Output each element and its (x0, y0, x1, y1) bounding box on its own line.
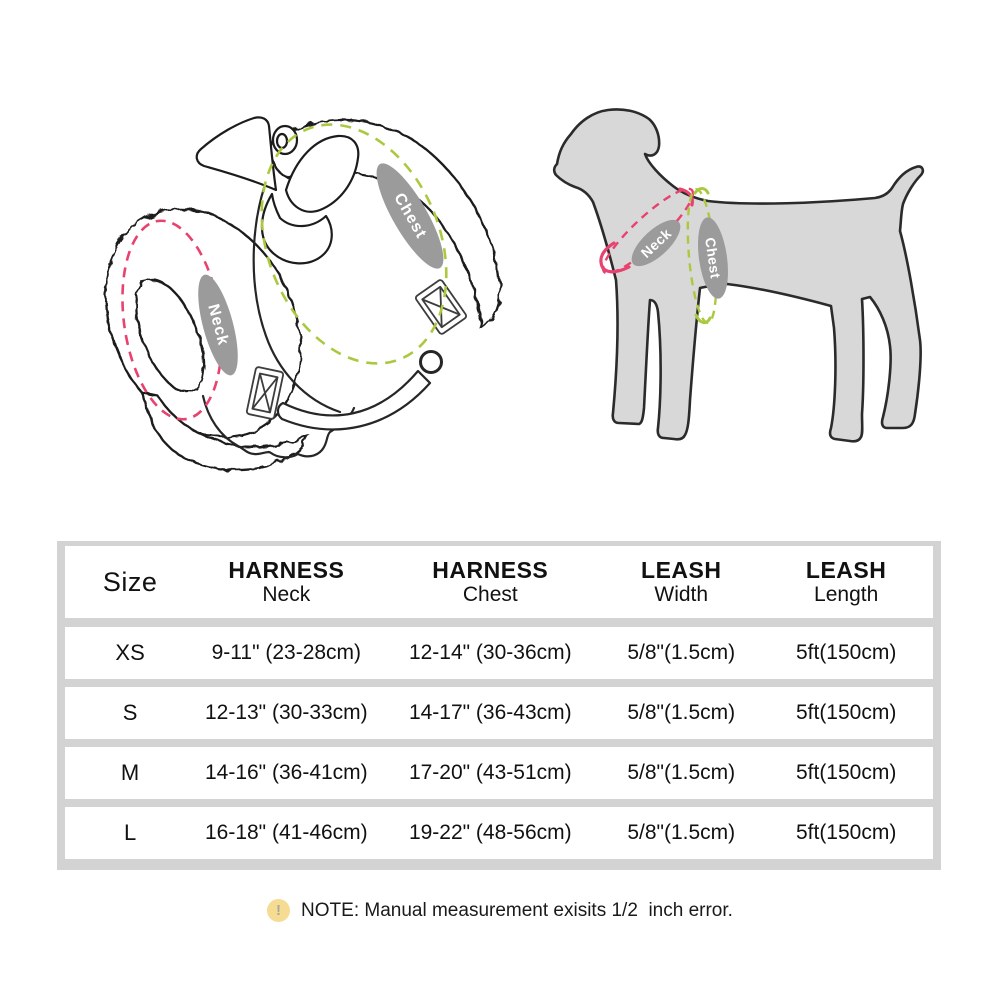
header-cell-size: Size (65, 567, 195, 597)
size-table: Size HARNESS Neck HARNESS Chest LEASH Wi… (57, 541, 941, 870)
dog-neck-measure-solid-arc-top (678, 187, 694, 207)
table-row-s: S 12-13" (30-33cm) 14-17" (36-43cm) 5/8"… (65, 687, 933, 739)
harness-chest-measure-ellipse (260, 123, 448, 365)
cell-size: S (122, 700, 138, 725)
dog-neck-measure-solid-arc-bottom (599, 241, 631, 274)
harness-chest-label-ellipse (376, 163, 444, 269)
cell-harness-neck: 12-13" (30-33cm) (204, 701, 368, 724)
header-cell-harness-neck: HARNESS Neck (228, 557, 345, 606)
cell-harness-chest: 14-17" (36-43cm) (408, 701, 572, 724)
cell-size: L (123, 820, 137, 845)
harness-chest-band (269, 118, 502, 331)
cell-harness-chest: 17-20" (43-51cm) (408, 761, 572, 784)
cell-leash-length: 5ft(150cm) (795, 701, 897, 724)
note: ! NOTE: Manual measurement exisits 1/2 i… (0, 899, 1000, 922)
cell-leash-width: 5/8"(1.5cm) (627, 821, 736, 844)
dog-neck-label-ellipse (631, 219, 681, 267)
table-row-m: M 14-16" (36-41cm) 17-20" (43-51cm) 5/8"… (65, 747, 933, 799)
harness-saddle-edge (252, 168, 342, 414)
exclamation-icon: ! (267, 899, 291, 922)
cell-harness-neck: 14-16" (36-41cm) (204, 761, 368, 784)
harness-d-ring-hole (275, 132, 289, 150)
cell-leash-length: 5ft(150cm) (795, 641, 897, 664)
header-size-label: Size (102, 567, 158, 597)
cell-leash-length: 5ft(150cm) (795, 761, 897, 784)
bow-knot-tail (260, 192, 333, 265)
cell-leash-length: 5ft(150cm) (795, 821, 897, 844)
cell-harness-neck: 9-11" (23-28cm) (211, 641, 362, 664)
cell-size: M (120, 760, 140, 785)
dog-chest-label-ellipse (698, 217, 728, 299)
bow-left-loop (195, 116, 278, 192)
harness-neck-ring-hole (135, 278, 205, 394)
size-table-header-row: Size HARNESS Neck HARNESS Chest LEASH Wi… (65, 546, 933, 618)
harness-buckle-left (245, 366, 285, 420)
table-row-l: L 16-18" (41-46cm) 19-22" (48-56cm) 5/8"… (65, 807, 933, 859)
cell-leash-width: 5/8"(1.5cm) (627, 641, 736, 664)
cell-harness-chest: 12-14" (30-36cm) (408, 641, 572, 664)
header-cell-leash-width: LEASH Width (641, 557, 722, 606)
dog-chest-measure-solid-arc-top (693, 187, 710, 195)
cell-leash-width: 5/8"(1.5cm) (627, 761, 736, 784)
cell-harness-neck: 16-18" (41-46cm) (204, 821, 368, 844)
note-text: NOTE: Manual measurement exisits 1/2 inc… (301, 899, 733, 921)
harness-girth-strap (276, 369, 432, 431)
cell-harness-chest: 19-22" (48-56cm) (408, 821, 572, 844)
harness-illustration: Neck Chest (104, 116, 502, 472)
cell-leash-width: 5/8"(1.5cm) (627, 701, 736, 724)
harness-flap-scallop-edge (201, 394, 356, 459)
dog-silhouette (552, 108, 925, 443)
dog-chest-measure-solid-arc-bottom (694, 313, 712, 324)
header-cell-harness-chest: HARNESS Chest (432, 557, 549, 606)
bow-right-loop (284, 134, 360, 213)
dog-illustration: Neck Chest (552, 108, 925, 443)
harness-neck-label-ellipse (198, 274, 238, 376)
harness-bottom-flap (141, 391, 311, 472)
header-cell-leash-length: LEASH Length (805, 557, 887, 606)
table-row-xs: XS 9-11" (23-28cm) 12-14" (30-36cm) 5/8"… (65, 627, 933, 679)
cell-size: XS (115, 640, 145, 665)
harness-strap-ring (419, 350, 443, 374)
dog-chest-label: Chest (702, 236, 724, 279)
exclamation-glyph: ! (276, 902, 282, 919)
